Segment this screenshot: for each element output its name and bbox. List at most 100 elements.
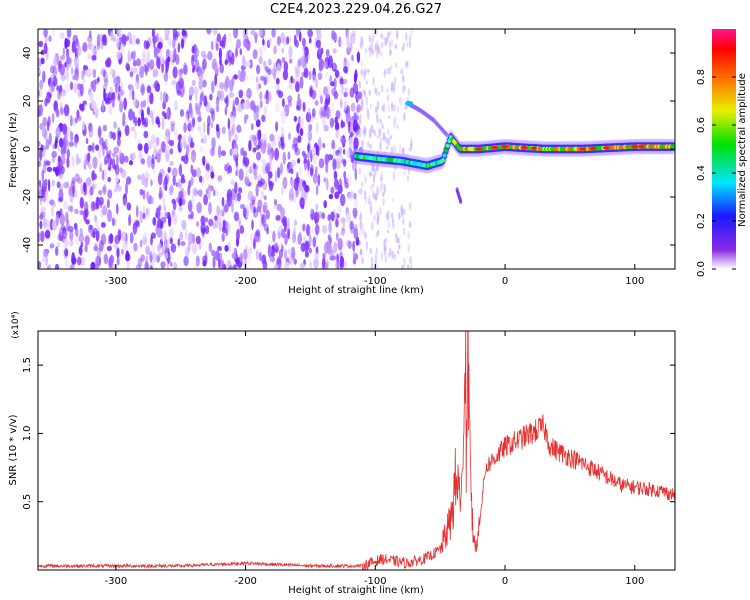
spectrogram-noise-cell (139, 189, 144, 196)
spectrogram-noise-cell (91, 142, 95, 153)
spectrogram-noise-cell (129, 38, 132, 45)
spectrogram-noise-cell (98, 240, 104, 252)
spectrogram-noise-cell (346, 46, 351, 56)
spectrogram-noise-cell (163, 178, 168, 191)
spectrogram-noise-cell (379, 119, 383, 125)
spectrogram-noise-cell (387, 31, 390, 41)
colorbar-tick-label: 0.4 (696, 165, 707, 181)
spectrogram-noise-cell (39, 79, 44, 90)
spectrogram-noise-cell (403, 86, 407, 91)
chart-title: C2E4.2023.229.04.26.G27 (269, 2, 443, 17)
spectrogram-noise-cell (322, 252, 326, 262)
spectrogram-noise-cell (351, 30, 357, 37)
spectrogram-noise-cell (323, 177, 327, 183)
spectrogram-noise-cell (52, 29, 56, 37)
spectrogram-noise-cell (409, 202, 412, 210)
spectrogram-noise-cell (165, 108, 169, 119)
spectrogram-noise-cell (187, 134, 192, 141)
spectrogram-noise-cell (383, 183, 386, 194)
spectrogram-signal-core (441, 158, 445, 163)
spectrogram-noise-cell (140, 158, 145, 165)
spectrogram-noise-cell (281, 98, 285, 108)
spectrogram-noise-cell (329, 76, 332, 83)
spectrogram-noise-cell (93, 47, 99, 57)
spectrogram-noise-cell (407, 167, 411, 175)
spectrogram-noise-cell (313, 211, 320, 224)
spectrogram-noise-cell (386, 145, 389, 150)
spectrogram-noise-cell (217, 145, 222, 159)
spectrogram-noise-cell (40, 206, 46, 213)
spectrogram-noise-cell (92, 68, 97, 79)
spectrogram-noise-cell (43, 248, 49, 258)
spectrogram-noise-cell (235, 170, 239, 177)
spectrogram-noise-cell (73, 82, 78, 93)
spectrogram-noise-cell (259, 219, 262, 229)
spectrogram-noise-cell (79, 196, 85, 209)
spectrogram-noise-cell (314, 100, 319, 106)
spectrogram-noise-cell (391, 250, 394, 259)
spectrogram-noise-cell (393, 84, 396, 92)
spectrogram-noise-cell (386, 88, 389, 93)
spectrogram-noise-cell (402, 218, 405, 226)
spectrogram-noise-cell (393, 145, 396, 154)
spectrogram-noise-cell (360, 68, 364, 77)
spectrogram-noise-cell (335, 218, 339, 228)
spectrogram-noise-cell (299, 116, 304, 130)
spectrogram-noise-cell (333, 241, 338, 254)
spectrogram-noise-cell (238, 217, 242, 227)
spectrogram-noise-cell (280, 162, 283, 175)
spectrogram-noise-cell (334, 260, 340, 269)
spectrogram-noise-cell (337, 203, 342, 217)
spectrogram-noise-cell (210, 171, 215, 179)
spectrogram-noise-cell (136, 58, 141, 67)
spectrogram-noise-cell (393, 116, 397, 124)
spectrogram-noise-cell (390, 86, 394, 92)
spectrogram-noise-cell (332, 48, 337, 54)
x-tick-label: -100 (364, 276, 387, 287)
spectrogram-noise-cell (299, 76, 304, 89)
spectrogram-noise-cell (251, 199, 255, 206)
spectrogram-noise-cell (132, 111, 136, 124)
spectrogram-noise-cell (175, 54, 180, 65)
spectrogram-noise-cell (367, 68, 370, 74)
spectrogram-noise-cell (241, 55, 246, 67)
spectrogram-noise-cell (343, 177, 349, 184)
y-tick-label: 0 (22, 146, 33, 152)
spectrogram-noise-cell (63, 226, 66, 235)
spectrogram-noise-cell (84, 235, 90, 246)
spectrogram-noise-cell (314, 252, 318, 260)
spectrogram-noise-cell (190, 176, 194, 186)
spectrogram-noise-cell (383, 239, 386, 249)
spectrogram-noise-cell (114, 164, 117, 170)
spectrogram-noise-cell (179, 74, 182, 82)
spectrogram-noise-cell (195, 47, 200, 57)
spectrogram-noise-cell (202, 155, 206, 166)
spectrogram-noise-cell (321, 47, 324, 55)
spectrogram-noise-cell (139, 65, 145, 79)
spectrogram-noise-cell (391, 81, 394, 87)
y-tick-label: 20 (22, 95, 33, 108)
spectrogram-noise-cell (43, 29, 48, 38)
spectrogram-noise-cell (273, 203, 276, 210)
spectrogram-noise-cell (242, 248, 248, 260)
spectrogram-noise-cell (50, 65, 55, 74)
spectrogram-noise-cell (361, 256, 364, 265)
spectrogram-noise-cell (227, 117, 231, 130)
spectrogram-noise-cell (134, 130, 137, 140)
spectrogram-noise-cell (215, 205, 221, 217)
spectrogram-noise-cell (324, 98, 328, 112)
spectrogram-noise-cell (331, 255, 337, 261)
spectrogram-noise-cell (215, 96, 220, 106)
spectrogram-noise-cell (387, 219, 390, 229)
spectrogram-noise-cell (408, 146, 411, 153)
spectrogram-noise-cell (96, 157, 99, 164)
spectrogram-noise-cell (287, 95, 293, 103)
spectrogram-noise-cell (210, 40, 214, 51)
spectrogram-noise-cell (223, 34, 227, 42)
spectrogram-noise-cell (243, 258, 247, 269)
spectrogram-noise-cell (172, 66, 178, 79)
spectrogram-noise-cell (103, 88, 106, 102)
spectrogram-noise-cell (96, 34, 100, 47)
spectrogram-noise-cell (72, 185, 75, 198)
spectrogram-noise-cell (82, 121, 85, 131)
